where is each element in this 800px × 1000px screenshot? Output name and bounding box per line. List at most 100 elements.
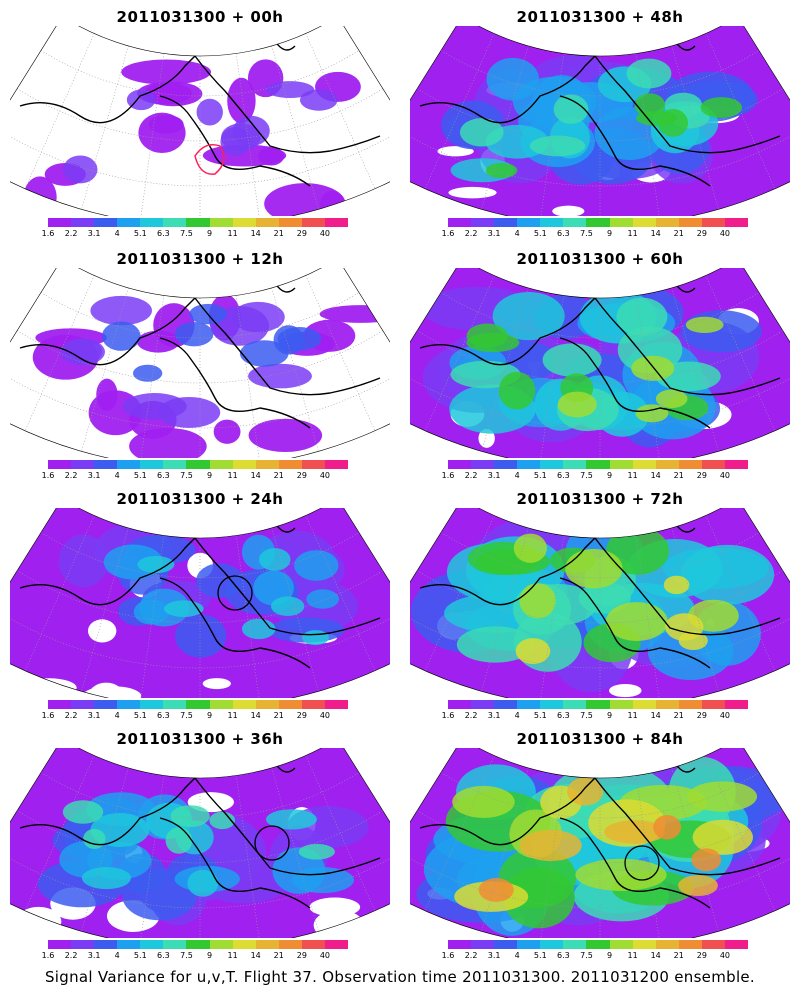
legend-swatch — [678, 940, 702, 949]
legend-tick-label: 1.6 — [441, 471, 455, 480]
legend-tick-label: 7.5 — [580, 711, 593, 720]
legend-swatch — [724, 218, 749, 227]
legend-swatch — [278, 218, 302, 227]
legend-swatch — [324, 218, 349, 227]
figure-caption: Signal Variance for u,v,T. Flight 37. Ob… — [44, 968, 756, 986]
legend-swatch — [255, 218, 279, 227]
legend-tick-label: 7.5 — [580, 229, 593, 238]
legend-swatch — [540, 460, 564, 469]
color-legend — [48, 700, 349, 709]
legend-swatch — [494, 940, 518, 949]
legend-swatch — [655, 218, 679, 227]
legend-tick-label: 29 — [296, 229, 307, 238]
forecast-panel: 2011031300 + 60h 1.6 2.2 3.1 4 5.1 6.3 7.5 9 11 14… — [410, 250, 790, 490]
legend-tick-label: 40 — [319, 951, 331, 960]
legend-swatch — [609, 940, 633, 949]
legend-swatch — [678, 700, 702, 709]
legend-tick-label: 4 — [114, 951, 120, 960]
legend-swatch — [278, 460, 302, 469]
legend-swatch — [186, 460, 210, 469]
legend-swatch — [471, 218, 495, 227]
legend-swatch — [140, 940, 164, 949]
legend-swatch — [563, 700, 587, 709]
legend-tick-label: 9 — [206, 229, 213, 238]
legend-swatch — [324, 940, 349, 949]
legend-swatch — [94, 460, 118, 469]
legend-tick-label: 29 — [296, 711, 307, 720]
legend-swatch — [586, 460, 610, 469]
legend-ticks: 1.6 2.2 3.1 4 5.1 6.3 7.5 9 11 14 21 29 40 — [42, 229, 348, 241]
legend-swatch — [163, 460, 187, 469]
legend-tick-label: 3.1 — [487, 951, 501, 960]
legend-tick-label: 4 — [514, 229, 520, 238]
color-legend — [448, 700, 749, 709]
legend-tick-label: 9 — [206, 711, 213, 720]
legend-tick-label: 7.5 — [180, 471, 193, 480]
legend-tick-label: 14 — [250, 951, 261, 960]
forecast-panel: 2011031300 + 72h 1.6 2.2 3.1 4 5.1 6.3 7.5 9 11 14… — [410, 490, 790, 730]
legend-tick-label: 2.2 — [64, 951, 78, 960]
legend-tick-label: 9 — [606, 471, 613, 480]
legend-swatch — [448, 460, 472, 469]
legend-tick-label: 14 — [250, 711, 261, 720]
legend-swatch — [71, 460, 95, 469]
legend-tick-label: 6.3 — [157, 951, 170, 960]
legend-tick-label: 29 — [296, 951, 307, 960]
legend-swatch — [94, 218, 118, 227]
panel-title: 2011031300 + 00h — [116, 8, 284, 26]
legend-tick-label: 4 — [514, 711, 520, 720]
legend-tick-label: 3.1 — [87, 229, 101, 238]
legend-tick-label: 4 — [514, 951, 520, 960]
legend-swatch — [71, 700, 95, 709]
legend-tick-label: 29 — [696, 471, 707, 480]
legend-swatch — [232, 940, 256, 949]
legend-tick-label: 1.6 — [441, 951, 455, 960]
legend-swatch — [209, 700, 233, 709]
legend-tick-label: 40 — [719, 229, 731, 238]
legend-swatch — [232, 460, 256, 469]
legend-swatch — [48, 460, 72, 469]
legend-swatch — [632, 218, 656, 227]
legend-ticks: 1.6 2.2 3.1 4 5.1 6.3 7.5 9 11 14 21 29 40 — [442, 711, 748, 723]
legend-swatch — [724, 700, 749, 709]
legend-tick-label: 2.2 — [464, 229, 478, 238]
legend-tick-label: 2.2 — [64, 711, 78, 720]
legend-tick-label: 40 — [719, 711, 731, 720]
observation-circle — [624, 845, 660, 881]
panel-title: 2011031300 + 48h — [516, 8, 684, 26]
legend-swatch — [448, 940, 472, 949]
red-contour — [194, 144, 225, 175]
legend-swatch — [117, 460, 141, 469]
legend-swatch — [278, 700, 302, 709]
legend-swatch — [117, 940, 141, 949]
legend-tick-label: 9 — [606, 711, 613, 720]
legend-swatch — [140, 218, 164, 227]
legend-tick-label: 6.3 — [557, 951, 570, 960]
legend-tick-label: 3.1 — [87, 951, 101, 960]
legend-tick-label: 40 — [319, 229, 331, 238]
legend-swatch — [48, 700, 72, 709]
legend-tick-label: 11 — [627, 951, 638, 960]
forecast-panel: 2011031300 + 36h 1.6 2.2 3.1 4 5.1 6.3 7.5 9 11 14… — [10, 730, 390, 970]
legend-tick-label: 5.1 — [533, 471, 547, 480]
legend-tick-label: 4 — [114, 229, 120, 238]
legend-ticks: 1.6 2.2 3.1 4 5.1 6.3 7.5 9 11 14 21 29 40 — [42, 471, 348, 483]
legend-swatch — [448, 700, 472, 709]
legend-swatch — [163, 700, 187, 709]
legend-swatch — [301, 700, 325, 709]
legend-tick-label: 14 — [250, 471, 261, 480]
legend-swatch — [517, 218, 541, 227]
legend-swatch — [117, 700, 141, 709]
legend-tick-label: 29 — [696, 711, 707, 720]
legend-swatch — [678, 218, 702, 227]
forecast-panel: 2011031300 + 24h 1.6 2.2 3.1 4 5.1 6.3 7.5 9 11 14… — [10, 490, 390, 730]
legend-swatch — [655, 940, 679, 949]
legend-swatch — [117, 218, 141, 227]
legend-tick-label: 7.5 — [180, 951, 193, 960]
legend-tick-label: 21 — [273, 951, 284, 960]
legend-swatch — [632, 700, 656, 709]
forecast-panel: 2011031300 + 12h 1.6 2.2 3.1 4 5.1 6.3 7.5 9 11 14… — [10, 250, 390, 490]
legend-tick-label: 2.2 — [464, 951, 478, 960]
legend-tick-label: 11 — [627, 229, 638, 238]
legend-swatch — [471, 940, 495, 949]
